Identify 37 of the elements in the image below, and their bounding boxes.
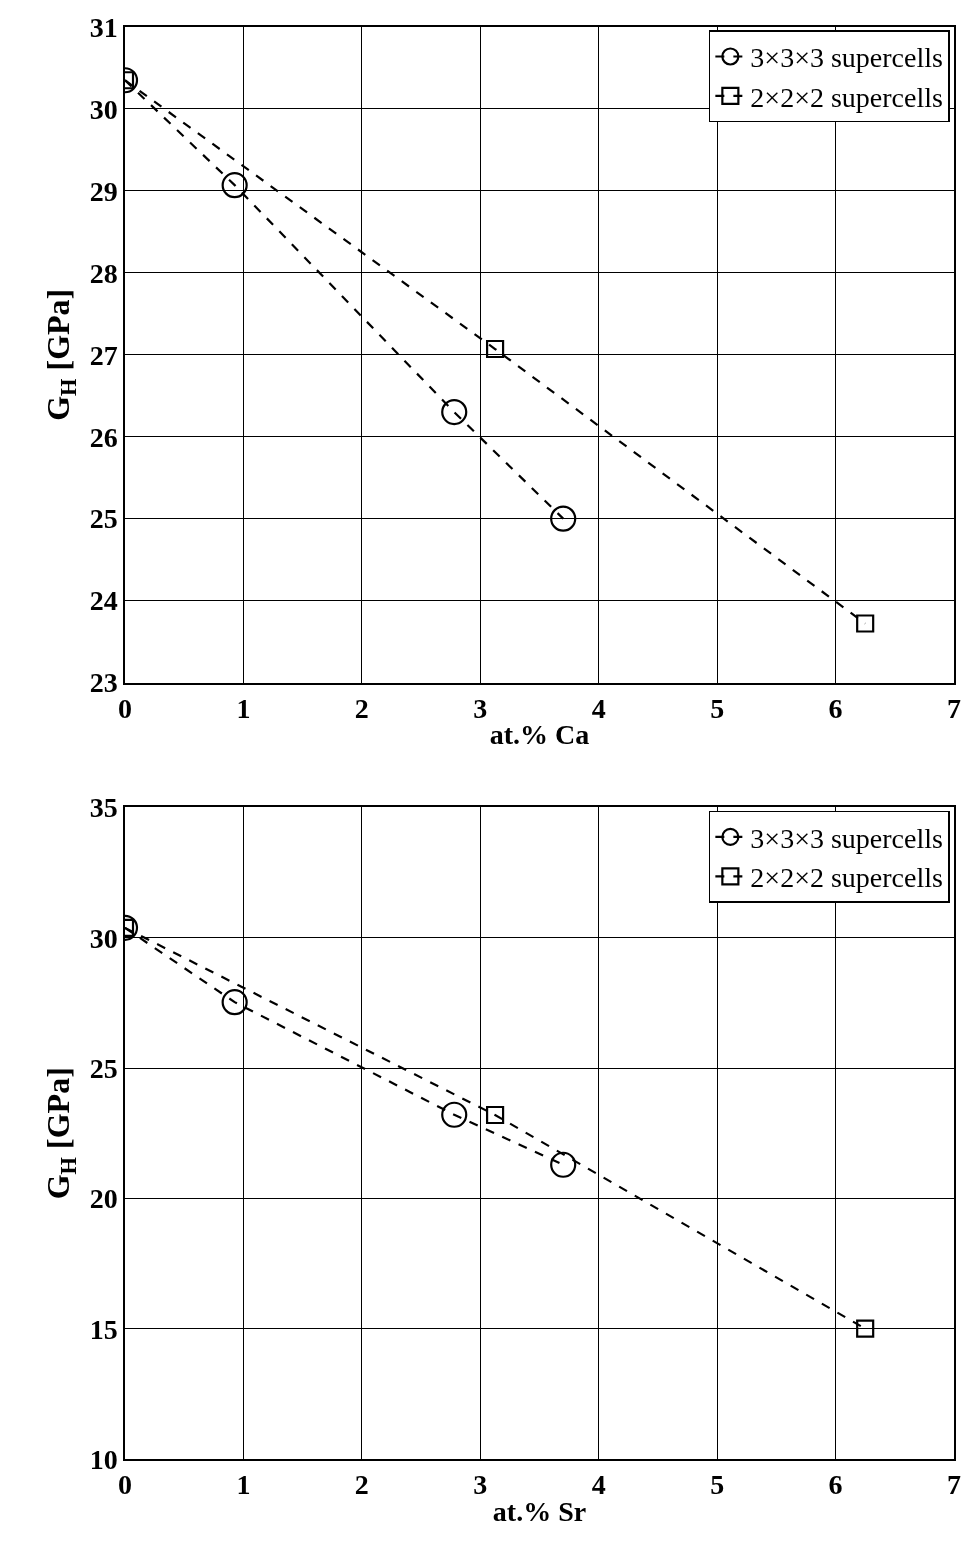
y-tick-label: 25 (89, 1052, 118, 1084)
x-tick-label: 5 (710, 1469, 725, 1501)
x-tick-label: 1 (236, 1469, 251, 1501)
y-tick-label: 28 (89, 257, 118, 289)
x-tick-label: 1 (236, 692, 251, 724)
x-tick-label: 4 (591, 692, 606, 724)
y-tick-label: 15 (89, 1313, 118, 1345)
x-tick-label: 2 (354, 1469, 369, 1501)
x-axis-title: at.% Ca (489, 719, 590, 751)
legend-label: 2×2×2 supercells (750, 862, 943, 894)
x-axis-title: at.% Sr (492, 1495, 587, 1527)
y-tick-label: 10 (89, 1443, 118, 1475)
x-tick-label: 7 (947, 692, 961, 724)
x-tick-label: 2 (354, 692, 369, 724)
x-tick-label: 3 (473, 692, 488, 724)
y-tick-label: 31 (89, 11, 118, 43)
y-tick-label: 35 (89, 792, 118, 824)
x-tick-label: 7 (947, 1469, 961, 1501)
x-tick-label: 3 (473, 1469, 488, 1501)
x-tick-label: 6 (828, 1469, 843, 1501)
y-tick-label: 25 (89, 503, 118, 535)
y-tick-label: 27 (89, 339, 118, 371)
y-tick-label: 24 (89, 585, 118, 617)
x-tick-label: 0 (118, 692, 132, 724)
y-tick-label: 30 (89, 922, 118, 954)
legend-label: 3×3×3 supercells (750, 42, 943, 74)
x-tick-label: 0 (118, 1469, 132, 1501)
y-tick-label: 26 (89, 421, 118, 453)
legend-label: 2×2×2 supercells (750, 81, 943, 113)
y-tick-label: 20 (89, 1183, 118, 1215)
x-tick-label: 6 (828, 692, 843, 724)
y-tick-label: 23 (89, 667, 118, 699)
y-tick-label: 29 (89, 175, 118, 207)
legend-label: 3×3×3 supercells (750, 822, 943, 854)
x-tick-label: 4 (591, 1469, 606, 1501)
x-tick-label: 5 (710, 692, 725, 724)
y-tick-label: 30 (89, 93, 118, 125)
